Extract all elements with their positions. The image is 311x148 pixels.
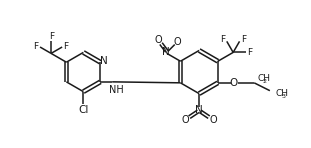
Text: 3: 3 (282, 94, 285, 99)
Text: 2: 2 (263, 79, 267, 84)
Text: F: F (63, 42, 69, 50)
Text: Cl: Cl (78, 105, 89, 115)
Text: F: F (247, 48, 253, 57)
Text: N: N (100, 56, 108, 66)
Text: CH: CH (276, 89, 289, 98)
Text: NH: NH (109, 85, 123, 95)
Text: O: O (230, 78, 238, 88)
Text: F: F (241, 35, 246, 44)
Text: F: F (34, 42, 39, 50)
Text: N: N (162, 47, 170, 57)
Text: O: O (154, 35, 162, 45)
Text: O: O (209, 115, 217, 125)
Text: F: F (49, 32, 55, 41)
Text: CH: CH (257, 74, 270, 83)
Text: F: F (220, 35, 225, 44)
Text: O: O (174, 37, 182, 47)
Text: O: O (182, 115, 189, 125)
Text: N: N (195, 105, 203, 115)
